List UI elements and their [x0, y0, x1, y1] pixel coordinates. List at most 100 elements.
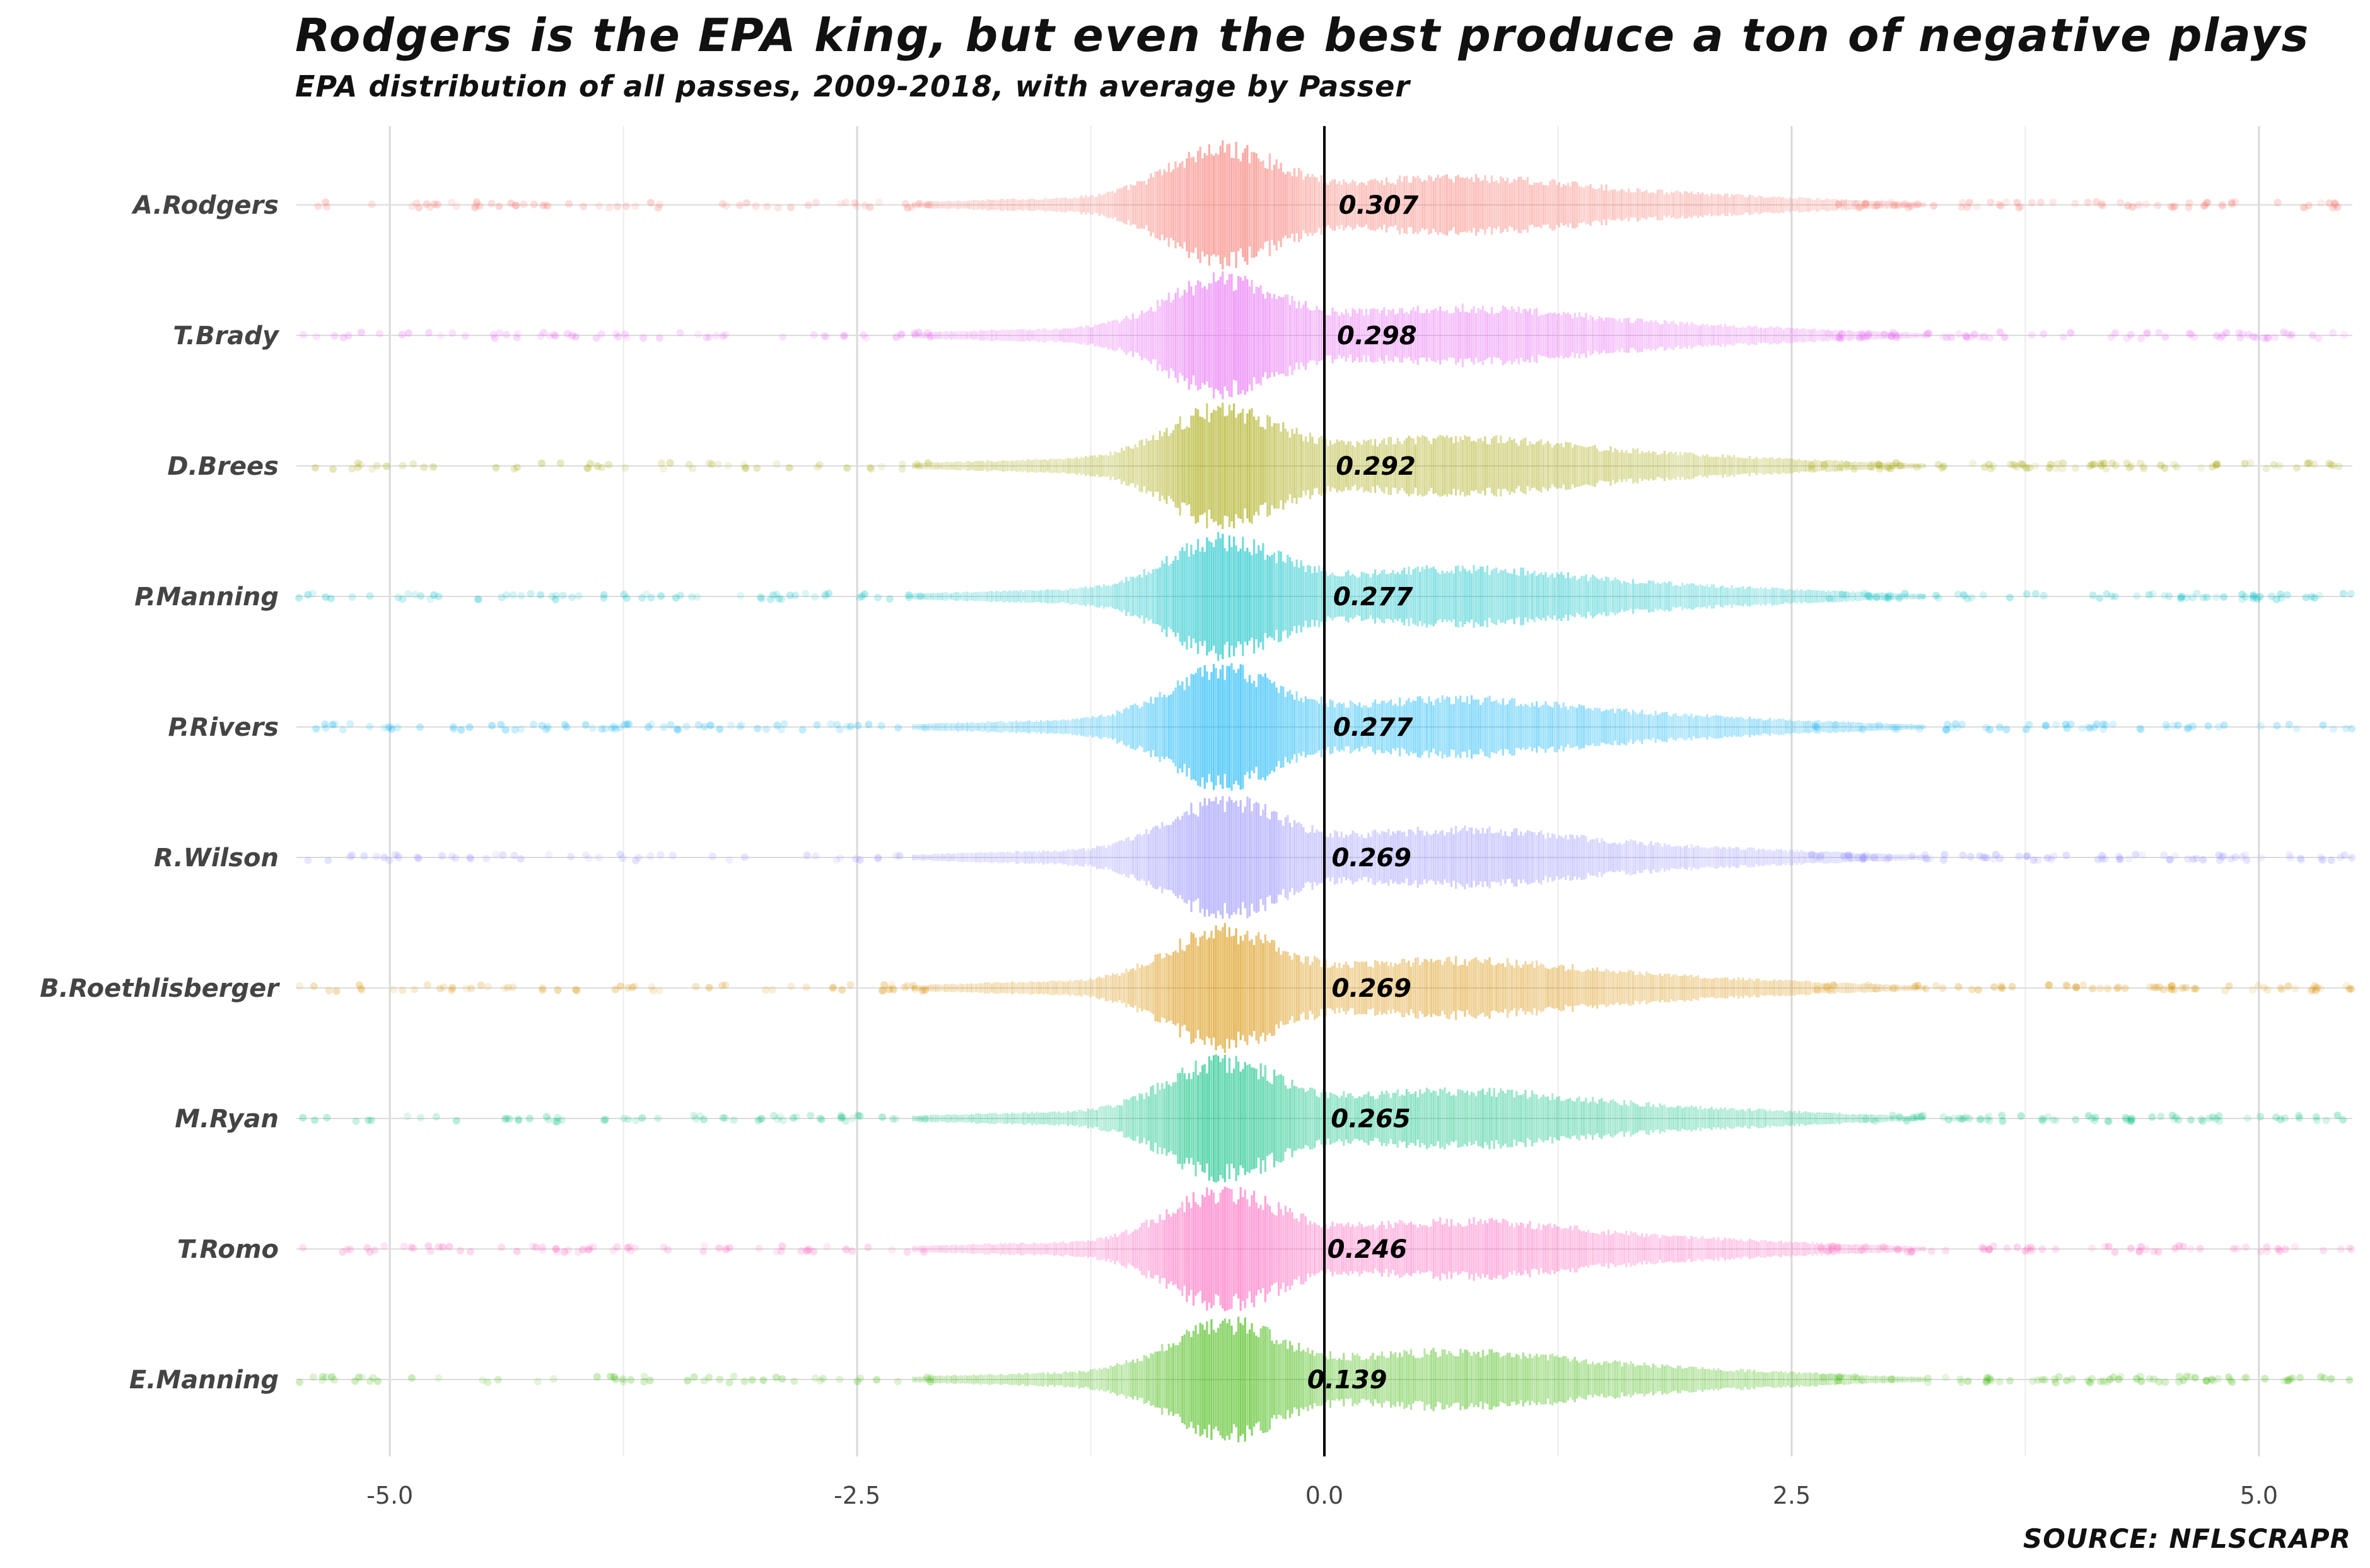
- swarm-point: [1975, 986, 1982, 994]
- swarm-point: [777, 726, 785, 734]
- swarm-point: [585, 854, 593, 862]
- swarm-point: [2143, 330, 2151, 338]
- swarm-point: [2309, 331, 2316, 339]
- swarm-point: [2133, 592, 2141, 600]
- swarm-point: [2212, 593, 2221, 601]
- swarm-point: [1885, 591, 1893, 600]
- swarm-point: [491, 334, 499, 342]
- swarm-point: [2254, 595, 2262, 603]
- swarm-point: [2317, 853, 2325, 861]
- swarm-point: [448, 329, 457, 337]
- swarm-point: [580, 202, 587, 211]
- swarm-point: [1982, 854, 1990, 861]
- swarm-point: [2215, 1112, 2223, 1120]
- swarm-point: [595, 202, 603, 210]
- swarm-point: [773, 460, 781, 468]
- swarm-point: [1923, 330, 1931, 339]
- swarm-point: [1817, 851, 1825, 859]
- swarm-point: [2285, 851, 2293, 859]
- swarm-point: [409, 460, 417, 468]
- swarm-point: [1982, 724, 1990, 732]
- swarm-point: [2253, 334, 2261, 342]
- swarm-point: [2038, 1117, 2046, 1125]
- swarm-point: [510, 852, 518, 859]
- swarm-point: [901, 984, 909, 991]
- swarm-point: [903, 982, 911, 990]
- swarm-point: [2098, 855, 2106, 862]
- swarm-point: [507, 199, 515, 207]
- swarm-point: [2100, 460, 2108, 468]
- swarm-point: [1859, 855, 1867, 863]
- swarm-point: [2128, 1114, 2136, 1122]
- swarm-point: [2187, 1116, 2195, 1124]
- swarm-point: [735, 201, 744, 209]
- swarm-point: [600, 591, 608, 599]
- swarm-point: [1872, 202, 1881, 210]
- swarm-point: [674, 726, 682, 734]
- swarm-point: [2250, 333, 2258, 340]
- swarm-point: [2052, 721, 2060, 729]
- swarm-point: [2236, 334, 2244, 342]
- swarm-point: [457, 726, 465, 734]
- swarm-point: [610, 723, 618, 731]
- swarm-point: [694, 721, 703, 729]
- swarm-point: [2084, 1112, 2093, 1120]
- swarm-point: [2145, 591, 2153, 599]
- swarm-point: [1835, 200, 1843, 208]
- swarm-point: [631, 202, 639, 210]
- swarm-point: [791, 591, 800, 600]
- swarm-point: [330, 332, 339, 340]
- swarm-point: [2313, 1117, 2321, 1124]
- swarm-point: [2185, 329, 2193, 337]
- swarm-point: [1939, 856, 1947, 864]
- swarm-point: [1942, 334, 1951, 342]
- swarm-point: [564, 330, 572, 338]
- swarm-point: [2127, 331, 2135, 339]
- swarm-point: [817, 1115, 826, 1124]
- swarm-point: [874, 854, 882, 862]
- swarm-point: [839, 1113, 847, 1122]
- swarm-point: [2156, 462, 2164, 470]
- swarm-point: [503, 591, 511, 599]
- swarm-point: [2310, 460, 2318, 468]
- swarm-point: [2098, 200, 2105, 209]
- swarm-point: [1973, 202, 1981, 211]
- swarm-t-brady: [299, 271, 2349, 400]
- swarm-point: [448, 984, 457, 992]
- swarm-point: [1807, 465, 1816, 473]
- swarm-point: [2274, 199, 2282, 207]
- swarm-point: [657, 592, 665, 600]
- swarm-point: [2215, 856, 2224, 864]
- swarm-point: [2171, 202, 2179, 210]
- swarm-point: [331, 721, 339, 728]
- swarm-point: [310, 982, 318, 990]
- swarm-point: [2200, 202, 2208, 210]
- swarm-point: [1836, 463, 1843, 472]
- swarm-point: [2121, 984, 2129, 992]
- swarm-point: [2277, 594, 2285, 602]
- swarm-point: [905, 593, 913, 601]
- swarm-point: [2031, 462, 2040, 470]
- swarm-point: [366, 592, 374, 600]
- swarm-point: [2052, 465, 2060, 472]
- swarm-point: [616, 724, 624, 732]
- swarm-point: [1862, 199, 1870, 207]
- swarm-point: [1845, 851, 1853, 859]
- swarm-point: [395, 854, 403, 862]
- swarm-point: [1953, 724, 1961, 731]
- swarm-point: [1961, 332, 1970, 340]
- swarm-point: [1913, 463, 1921, 471]
- swarm-point: [862, 334, 870, 342]
- swarm-point: [1958, 721, 1966, 729]
- swarm-point: [2058, 465, 2067, 473]
- swarm-point: [1986, 726, 1994, 734]
- swarm-point: [843, 723, 851, 731]
- swarm-point: [311, 1116, 319, 1124]
- swarm-point: [600, 594, 608, 602]
- swarm-point: [347, 851, 356, 859]
- swarm-point: [484, 982, 492, 990]
- swarm-point: [692, 1115, 700, 1123]
- swarm-point: [2331, 200, 2339, 208]
- swarm-point: [2297, 854, 2305, 862]
- swarm-point: [1859, 333, 1867, 341]
